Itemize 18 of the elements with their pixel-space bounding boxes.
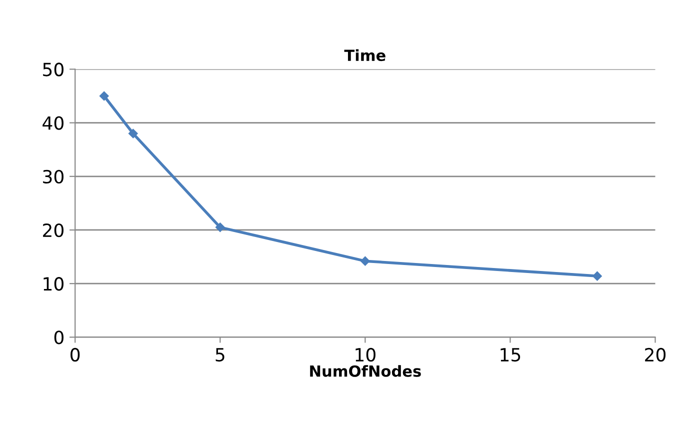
point (360, 256, 370, 266)
point (592, 271, 602, 281)
y-tick-label: 40 (42, 116, 64, 130)
x-tick-label: 20 (645, 348, 666, 362)
x-axis-title: NumOfNodes (310, 365, 421, 377)
point (99, 91, 109, 101)
point (128, 128, 138, 138)
y-tick-label: 50 (43, 62, 64, 76)
x-tick-label: 0 (70, 348, 80, 362)
y-tick-label: 0 (54, 330, 64, 344)
x-tick-label: 5 (216, 348, 224, 362)
x-tick-label: 10 (356, 348, 376, 362)
y-tick-label: 10 (44, 277, 64, 291)
x-tick-label: 15 (500, 348, 520, 362)
y-tick-label: 20 (43, 223, 64, 238)
y-tick-label: 30 (43, 170, 64, 184)
point (216, 222, 225, 232)
chart-title: Time (344, 49, 386, 62)
